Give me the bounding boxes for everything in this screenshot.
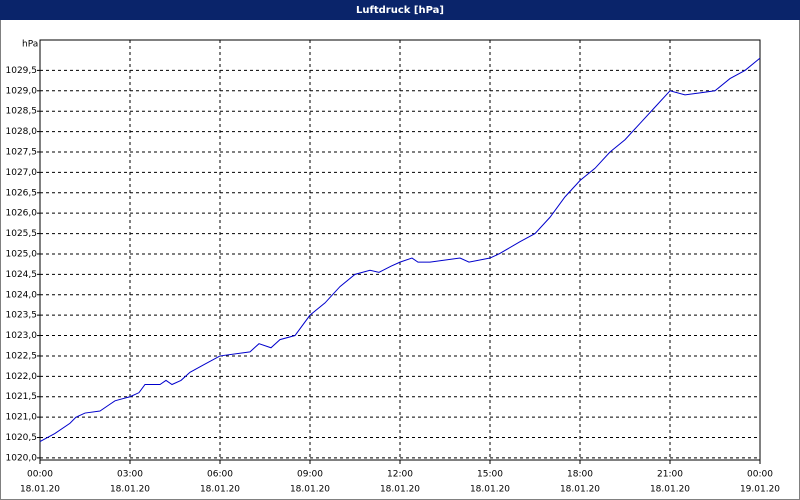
y-tick-label: 1023,5 (6, 311, 38, 321)
y-tick-label: 1027,0 (6, 168, 38, 178)
x-tick-label: 00:00 (27, 470, 53, 480)
y-tick-label: 1025,5 (6, 229, 38, 239)
y-tick-label: 1023,0 (6, 331, 38, 341)
y-tick-label: 1026,0 (6, 209, 38, 219)
y-tick-label: 1021,5 (6, 392, 38, 402)
x-tick-label: 00:00 (747, 470, 773, 480)
y-tick-label: 1021,0 (6, 413, 38, 423)
x-tick-date: 18.01.20 (560, 485, 600, 495)
y-tick-label: 1028,0 (6, 127, 38, 137)
x-tick-label: 15:00 (477, 470, 503, 480)
y-tick-label: 1029,5 (6, 66, 38, 76)
y-axis-label: hPa (22, 40, 38, 50)
x-tick-label: 09:00 (297, 470, 323, 480)
y-tick-label: 1027,5 (6, 147, 38, 157)
x-tick-label: 21:00 (657, 470, 683, 480)
y-tick-label: 1029,0 (6, 86, 38, 96)
y-tick-label: 1020,5 (6, 433, 38, 443)
x-tick-date: 18.01.20 (650, 485, 690, 495)
y-tick-label: 1020,0 (6, 453, 38, 463)
y-tick-label: 1022,5 (6, 351, 38, 361)
y-tick-label: 1024,0 (6, 290, 38, 300)
x-tick-date: 19.01.20 (740, 485, 780, 495)
title-bar (0, 0, 800, 20)
x-tick-date: 18.01.20 (110, 485, 150, 495)
x-tick-date: 18.01.20 (470, 485, 510, 495)
x-tick-label: 18:00 (567, 470, 593, 480)
y-tick-label: 1022,0 (6, 372, 38, 382)
data-line (39, 57, 761, 443)
x-tick-date: 18.01.20 (290, 485, 330, 495)
y-tick-label: 1028,5 (6, 107, 38, 117)
y-tick-label: 1025,0 (6, 249, 38, 259)
y-tick-label: 1024,5 (6, 270, 38, 280)
x-tick-date: 18.01.20 (200, 485, 240, 495)
x-tick-date: 18.01.20 (20, 485, 60, 495)
x-tick-label: 12:00 (387, 470, 413, 480)
y-tick-label: 1026,5 (6, 188, 38, 198)
x-tick-label: 06:00 (207, 470, 233, 480)
x-tick-date: 18.01.20 (380, 485, 420, 495)
chart-title: Luftdruck [hPa] (356, 5, 444, 16)
x-tick-label: 03:00 (117, 470, 143, 480)
